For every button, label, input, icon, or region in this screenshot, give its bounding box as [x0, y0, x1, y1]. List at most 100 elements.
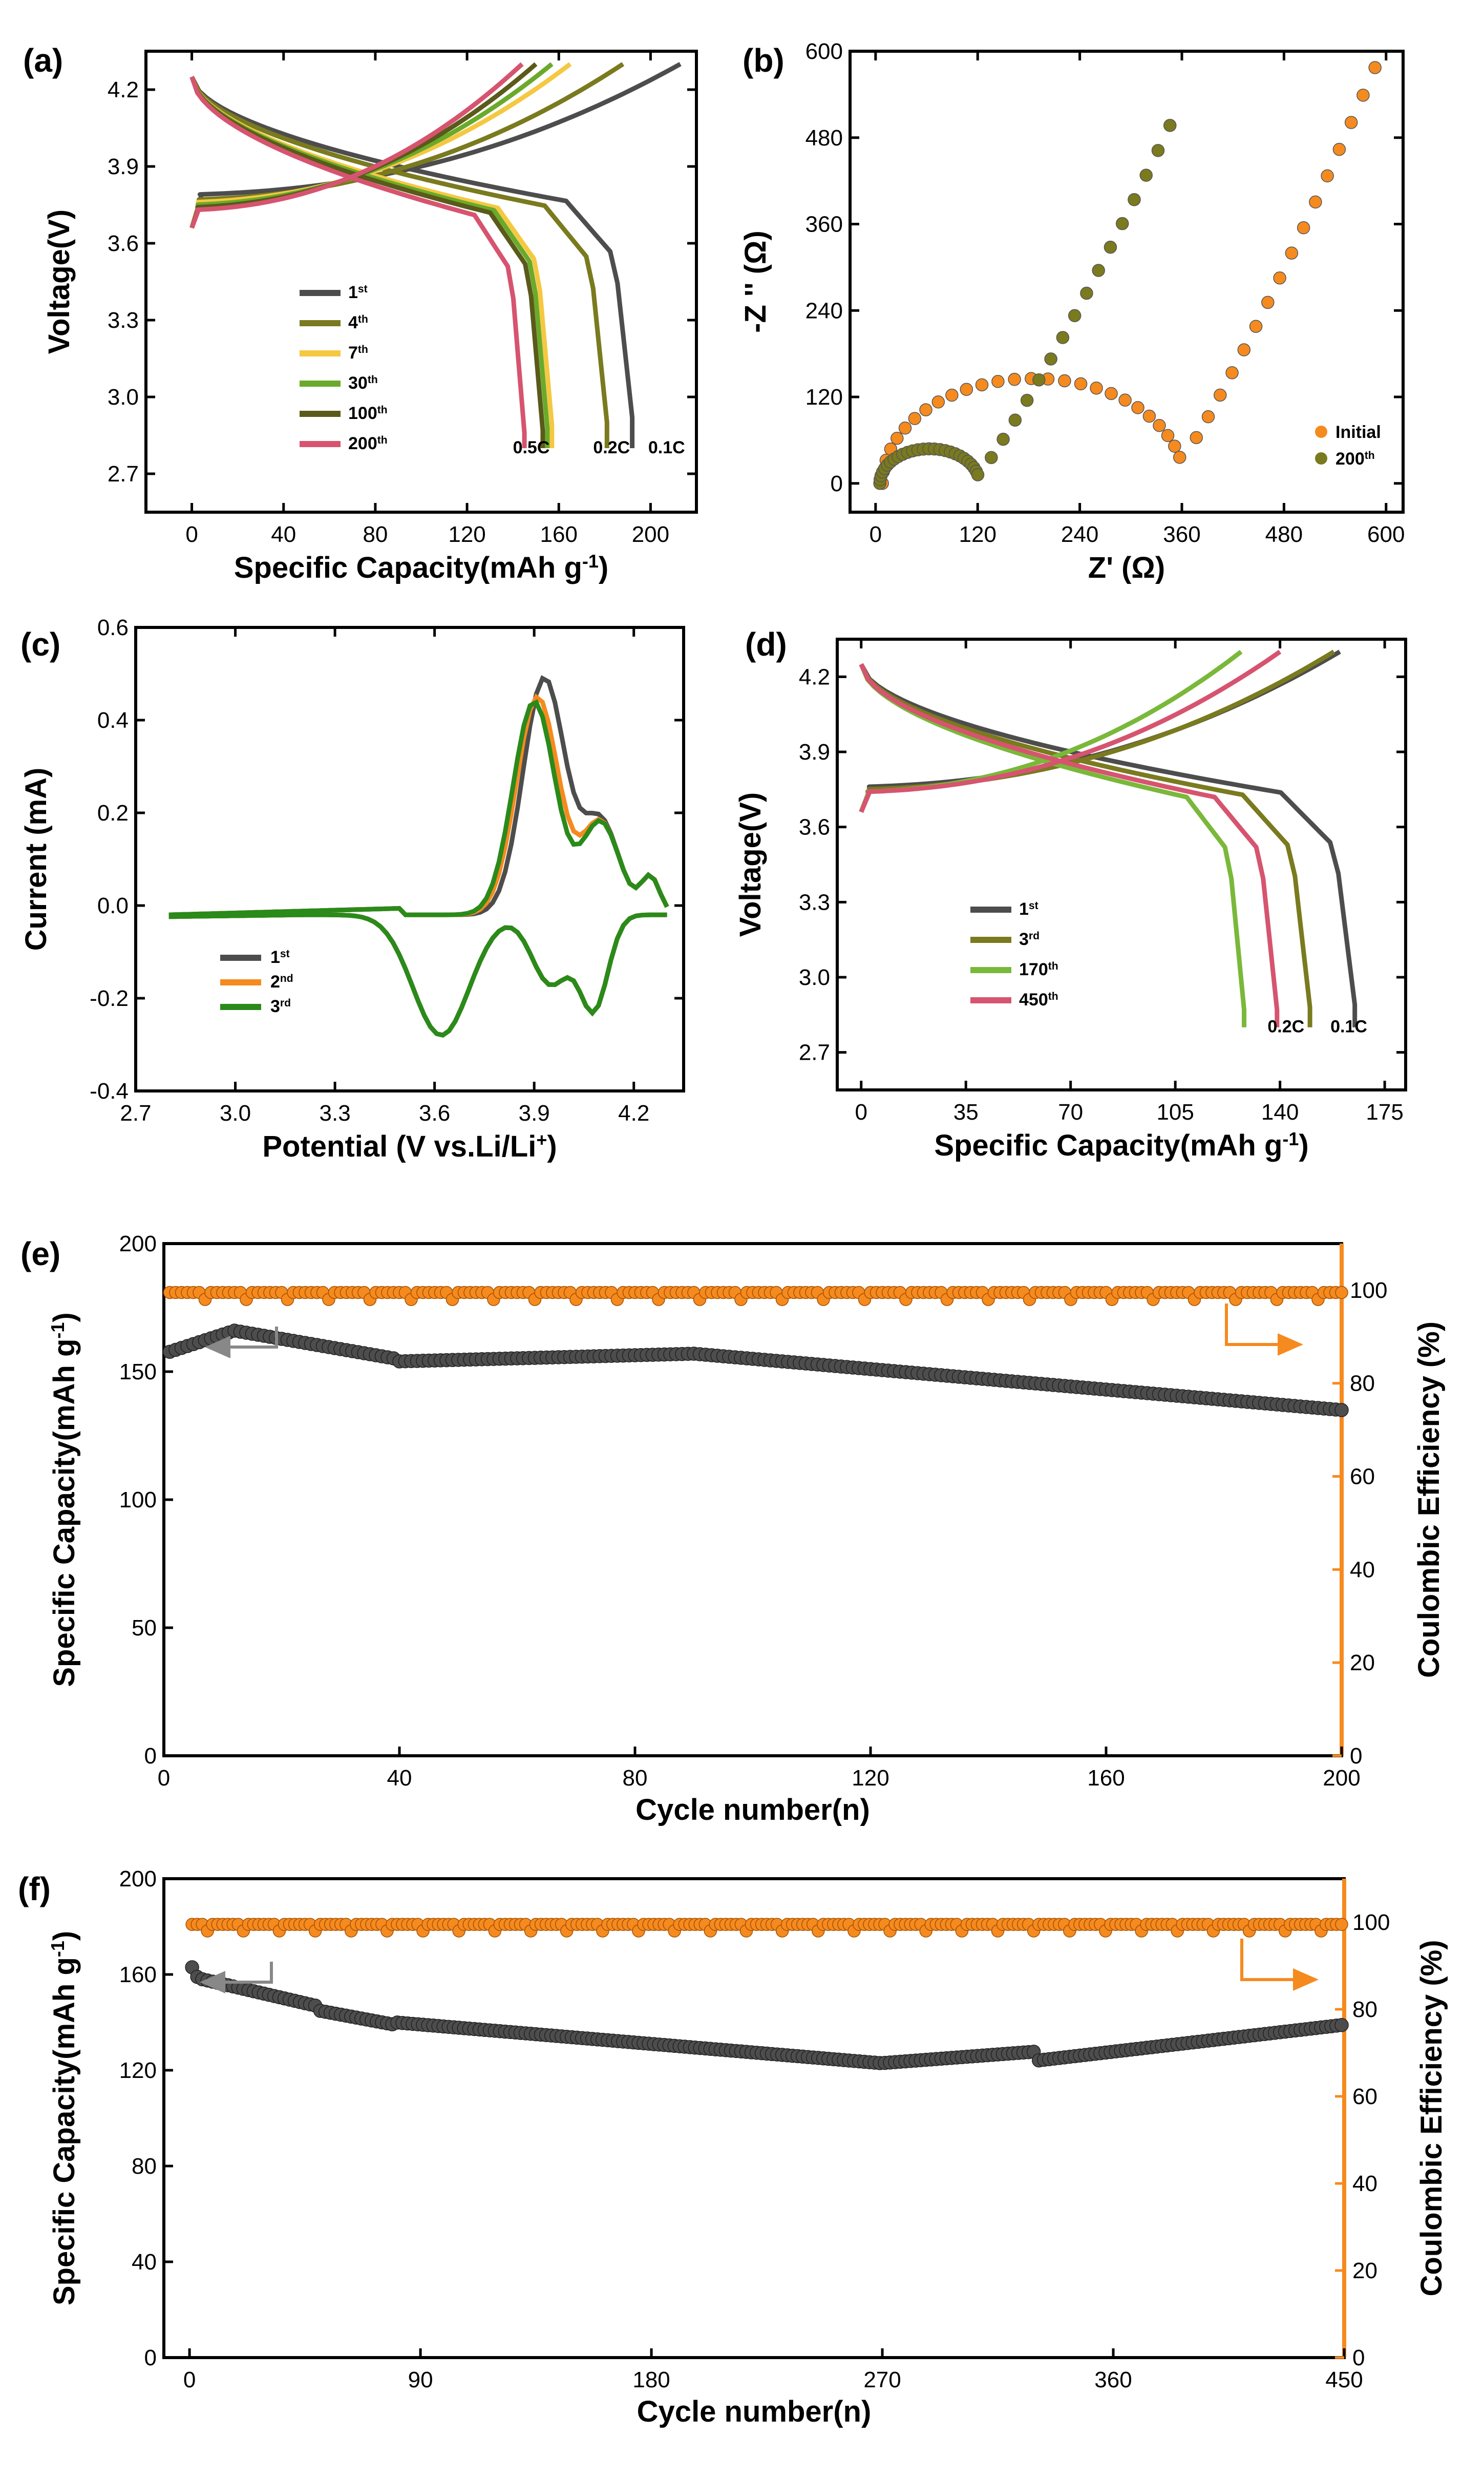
discharge-curve-200 — [189, 76, 527, 448]
nyquist-point-Initial — [1214, 388, 1227, 402]
x-tick-label: 200 — [1323, 1766, 1360, 1791]
nyquist-point-200 — [1020, 393, 1034, 407]
nyquist-point-Initial — [1356, 89, 1370, 102]
efficiency-point — [1335, 1918, 1348, 1931]
y-axis-label: Voltage(V) — [43, 209, 76, 354]
nyquist-point-Initial — [1190, 431, 1203, 445]
nyquist-point-Initial — [1201, 410, 1215, 424]
cv-cathodic-curve-3 — [168, 912, 667, 1038]
x-tick-label: 4.2 — [618, 1101, 649, 1126]
y-tick-label: 40 — [132, 2250, 157, 2275]
y2-tick-label: 20 — [1350, 1650, 1375, 1675]
y-tick-label: 4.2 — [108, 77, 139, 102]
x-tick-label: 160 — [540, 522, 578, 547]
x-tick-label: 2.7 — [120, 1101, 151, 1126]
nyquist-point-Initial — [1105, 387, 1118, 401]
legend-label: 3rd — [1019, 930, 1040, 949]
plot-frame — [144, 50, 698, 514]
y2-axis-label: Coulombic Efficiency (%) — [1415, 1940, 1448, 2296]
y-tick-label: 150 — [119, 1359, 157, 1384]
capacity-axis-arrow — [225, 1327, 278, 1349]
capacity-axis-arrow — [220, 1962, 273, 1984]
cv-anodic-curve-3 — [168, 699, 669, 917]
x-tick-label: 600 — [1367, 522, 1405, 547]
x-tick-label: 360 — [1094, 2367, 1132, 2392]
efficiency-axis-arrow — [1225, 1304, 1280, 1346]
charge-curve-1 — [189, 62, 682, 229]
nyquist-point-200 — [1056, 331, 1070, 344]
panel-f: (f)0 90 180 270 360 4500408012016020002040608… — [18, 1866, 1448, 2428]
panel-label: (b) — [743, 42, 785, 79]
efficiency-axis-arrowhead — [1278, 1333, 1303, 1356]
legend-label: 1st — [270, 948, 290, 967]
y2-axis-label: Coulombic Efficiency (%) — [1412, 1321, 1446, 1678]
y2-tick-label: 60 — [1352, 2084, 1377, 2109]
panel-label: (c) — [20, 626, 60, 663]
nyquist-point-Initial — [891, 431, 904, 445]
nyquist-point-200 — [971, 468, 985, 481]
plot-frame — [162, 1877, 1346, 2359]
nyquist-point-Initial — [919, 403, 932, 416]
y2-tick-label: 80 — [1352, 1997, 1377, 2022]
x-axis-label: Z' (Ω) — [1088, 551, 1165, 584]
nyquist-point-Initial — [1008, 372, 1021, 386]
nyquist-point-200 — [1092, 264, 1105, 277]
y-tick-label: 120 — [805, 385, 843, 410]
discharge-curve-100 — [189, 76, 545, 448]
efficiency-axis-arrowhead — [1293, 1968, 1319, 1991]
nyquist-point-200 — [1139, 169, 1153, 182]
discharge-curve-450 — [859, 663, 1280, 1027]
y2-tick-label: 100 — [1352, 1910, 1390, 1935]
y-tick-label: -0.2 — [90, 986, 129, 1011]
legend-label: 450th — [1019, 990, 1058, 1010]
nyquist-point-Initial — [1321, 169, 1334, 183]
y-tick-label: 2.7 — [108, 461, 139, 487]
cv-anodic-curve-2 — [168, 693, 669, 917]
rate-label: 0.5C — [513, 438, 550, 457]
rate-label: 0.2C — [593, 438, 630, 457]
y-tick-label: 3.0 — [108, 385, 139, 410]
x-tick-label: 140 — [1261, 1100, 1299, 1125]
nyquist-point-Initial — [1225, 366, 1239, 380]
panel-label: (a) — [23, 42, 63, 79]
y-tick-label: 0 — [831, 471, 843, 496]
legend-label: 1st — [348, 283, 368, 302]
discharge-curve-1 — [859, 663, 1358, 1027]
nyquist-point-Initial — [1153, 419, 1166, 432]
capacity-axis-arrowhead — [200, 1971, 225, 1993]
nyquist-point-Initial — [1368, 61, 1382, 74]
rate-label: 0.1C — [1330, 1017, 1367, 1037]
y-tick-label: 3.9 — [799, 740, 830, 765]
x-tick-label: 80 — [623, 1766, 648, 1791]
capacity-point — [1334, 1403, 1349, 1417]
y-tick-label: 360 — [805, 212, 843, 237]
rate-label: 0.1C — [648, 438, 685, 457]
y-tick-label: 0.0 — [97, 893, 129, 918]
y-axis-label: Voltage(V) — [734, 792, 767, 937]
nyquist-point-Initial — [1237, 343, 1251, 356]
panel-label: (f) — [18, 1870, 51, 1907]
nyquist-point-Initial — [1058, 374, 1071, 388]
nyquist-point-Initial — [991, 375, 1005, 388]
x-tick-label: 3.6 — [419, 1101, 450, 1126]
panel-label: (e) — [20, 1235, 60, 1272]
y-tick-label: 0.6 — [97, 615, 129, 640]
nyquist-point-Initial — [1332, 142, 1346, 156]
nyquist-point-200 — [1128, 193, 1141, 206]
nyquist-point-200 — [1115, 217, 1129, 230]
nyquist-point-200 — [1032, 373, 1046, 387]
legend-label: 200th — [1335, 449, 1375, 469]
nyquist-point-Initial — [1297, 221, 1310, 235]
x-tick-label: 105 — [1156, 1100, 1194, 1125]
y-tick-label: 0.2 — [97, 801, 129, 826]
cv-cathodic-curve-2 — [168, 912, 667, 1038]
x-tick-label: 120 — [448, 522, 485, 547]
x-tick-label: 3.0 — [220, 1101, 251, 1126]
plot-frame — [849, 50, 1405, 514]
y-axis-label: Current (mA) — [19, 768, 53, 951]
panel-d: (d) 0 35 70 105 140 175 2.7 3.0 3.3 3.6 3.9 4.2 0.2C 0… — [734, 626, 1407, 1162]
legend-label: 170th — [1019, 960, 1058, 979]
nyquist-point-Initial — [1261, 296, 1275, 309]
x-tick-label: 0 — [855, 1100, 867, 1125]
